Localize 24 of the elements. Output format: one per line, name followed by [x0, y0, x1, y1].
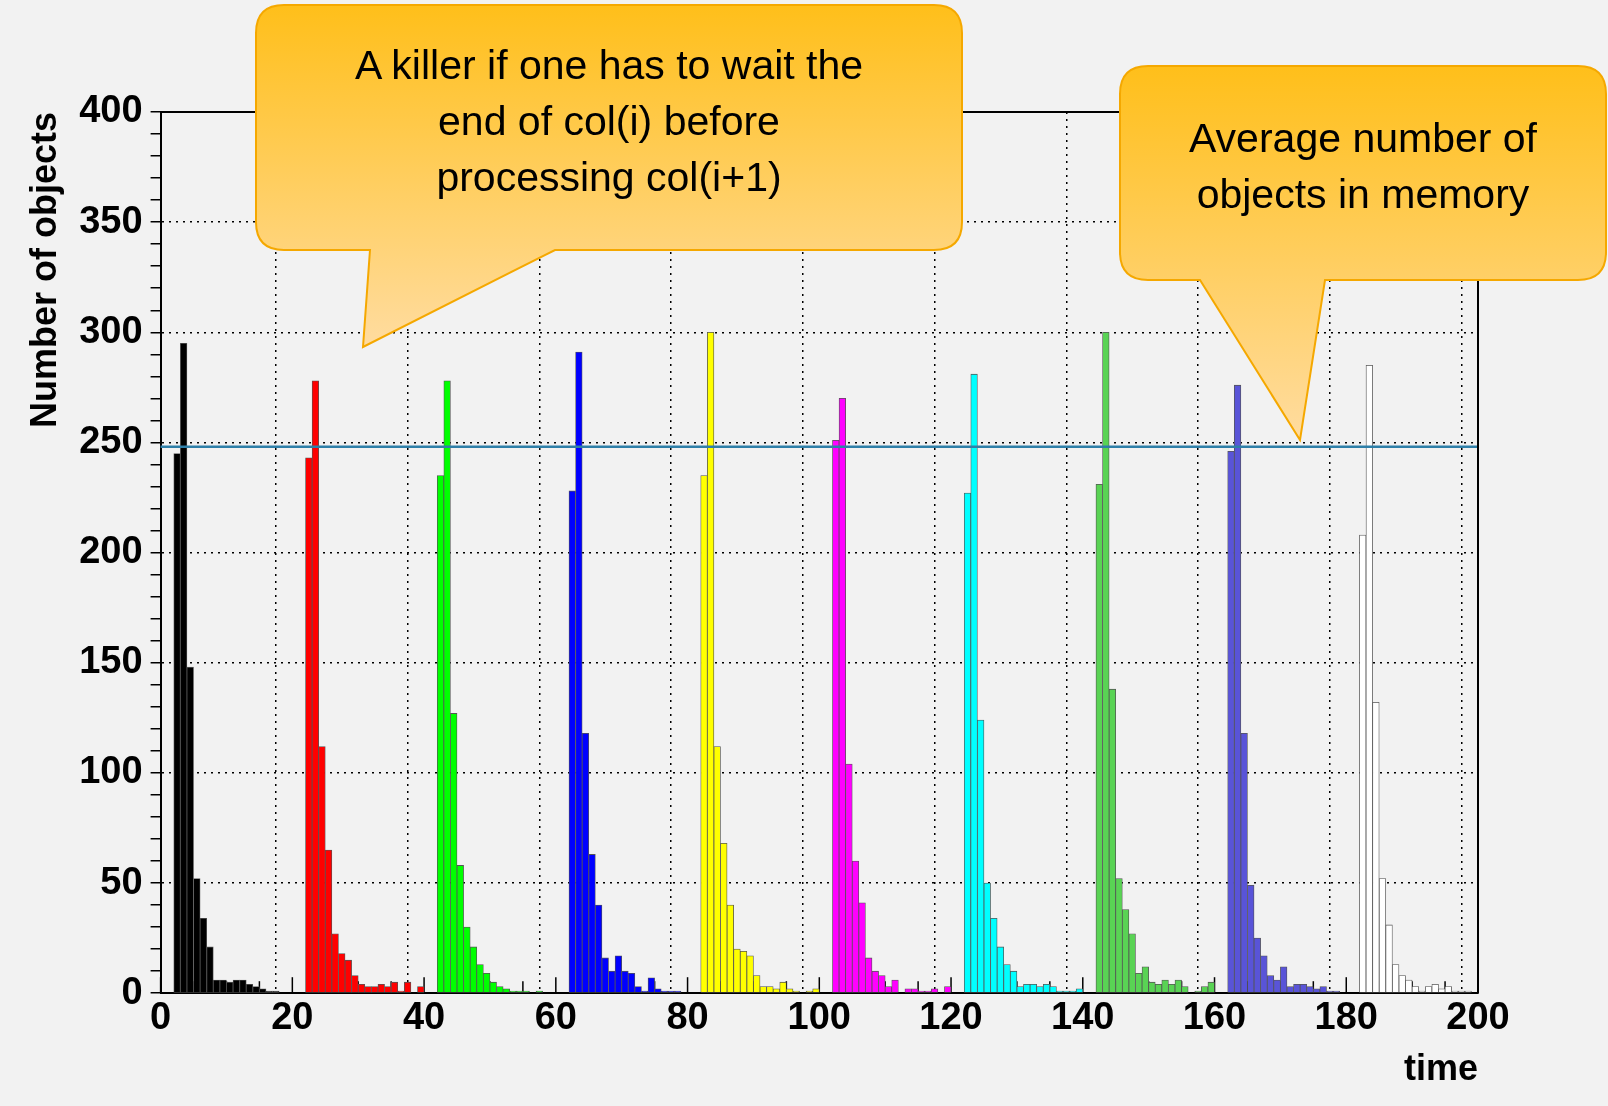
x-tick-label: 80 — [666, 995, 709, 1038]
annotation: A killer if one has to wait the end of col(i) before processing col(i+1) — [353, 40, 865, 202]
x-tick-label: 20 — [271, 995, 314, 1038]
x-tick-label: 200 — [1446, 995, 1510, 1038]
y-tick-label: 100 — [79, 749, 143, 792]
x-tick-label: 40 — [402, 995, 446, 1038]
y-tick-label: 400 — [79, 88, 143, 131]
y-tick-label: 150 — [79, 639, 143, 682]
x-tick-label: 140 — [1051, 995, 1115, 1038]
y-tick-label: 250 — [79, 418, 143, 461]
y-tick-label: 300 — [79, 308, 143, 351]
x-tick-label: 160 — [1182, 995, 1247, 1038]
y-axis-title: Number of objects — [22, 112, 64, 429]
x-tick-label: 100 — [787, 995, 851, 1038]
x-tick-label: 60 — [534, 995, 577, 1038]
x-axis-title: time — [1403, 1047, 1478, 1089]
y-tick-label: 200 — [79, 529, 143, 572]
x-tick-label: 0 — [150, 995, 172, 1038]
x-tick-label: 120 — [919, 995, 983, 1038]
annotation: Average number of objects in memory — [1188, 114, 1538, 219]
x-tick-label: 180 — [1314, 995, 1378, 1038]
y-tick-label: 50 — [100, 859, 143, 902]
y-tick-label: 0 — [121, 969, 143, 1012]
y-tick-label: 350 — [79, 198, 143, 241]
